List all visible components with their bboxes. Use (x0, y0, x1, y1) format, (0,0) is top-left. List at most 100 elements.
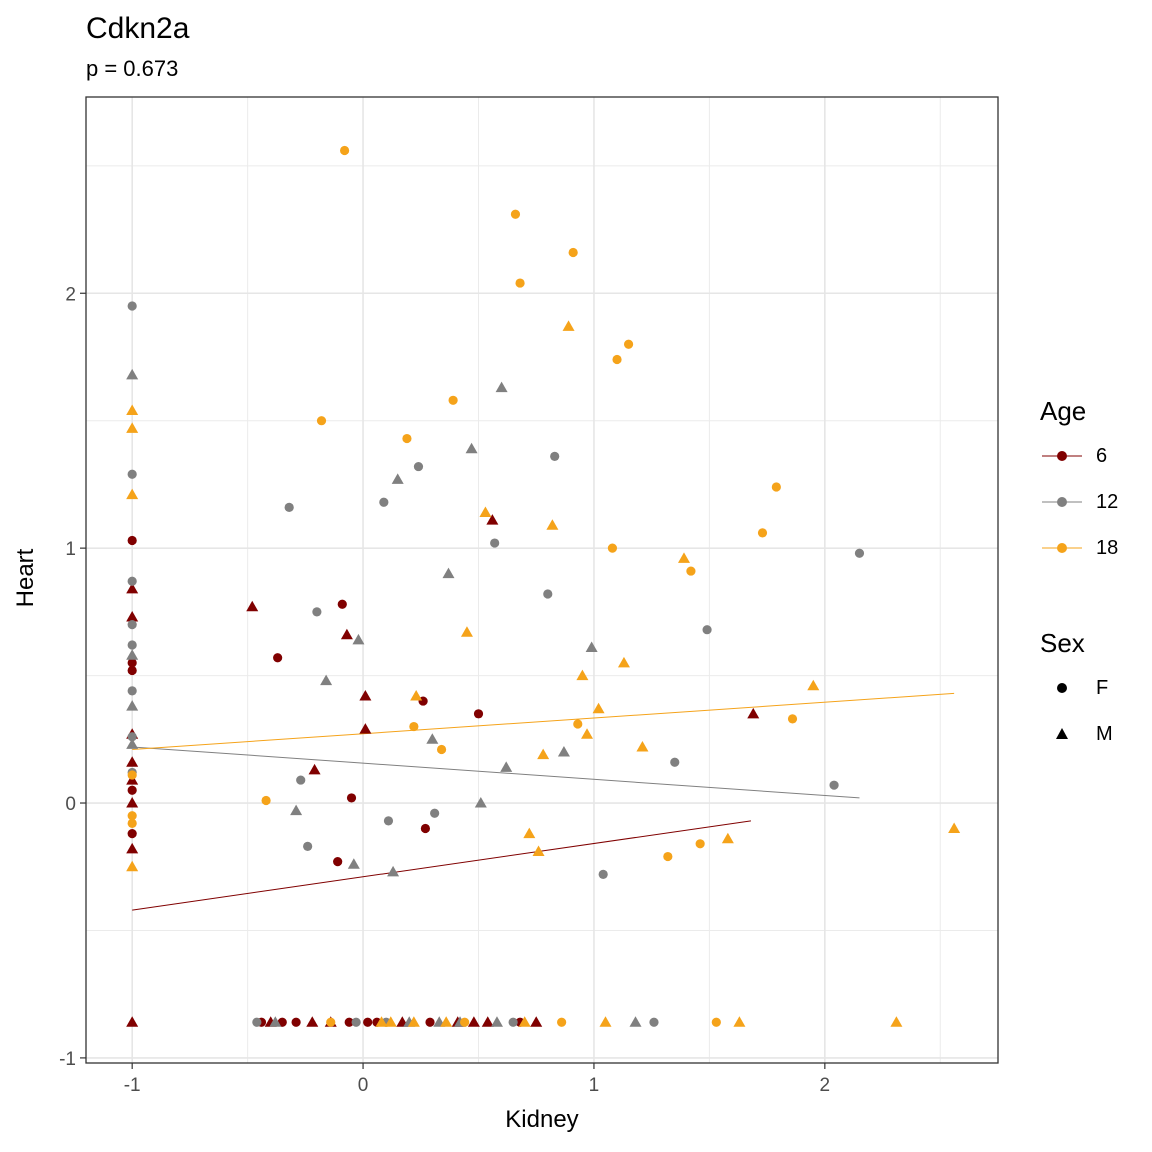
point-age-18-male (460, 626, 473, 637)
point-age-12-female (829, 780, 839, 790)
point-age-18-male (721, 832, 734, 844)
legend-label-sex-m: M (1096, 722, 1113, 745)
point-age-6-female (363, 1017, 373, 1027)
point-age-18-female (339, 145, 350, 156)
point-age-6-male (126, 797, 139, 808)
point-age-12-female (127, 620, 137, 630)
point-age-6-female (344, 1017, 354, 1027)
age-legend-title: Age (1040, 396, 1087, 426)
point-age-18-female (316, 416, 327, 426)
plot-panel (86, 97, 998, 1063)
point-age-18-female (127, 818, 137, 829)
x-tick-label: 2 (820, 1075, 831, 1096)
point-age-18-female (686, 566, 696, 576)
x-tick-label: 1 (589, 1075, 600, 1096)
trend-line-age-12 (132, 746, 860, 799)
point-age-12-female (252, 1017, 262, 1027)
point-age-18-male (733, 1016, 746, 1027)
point-age-18-male (126, 404, 139, 416)
x-axis-title: Kidney (505, 1106, 579, 1133)
y-tick-label: 0 (65, 794, 76, 815)
point-age-12-male (585, 641, 598, 653)
point-age-12-male (126, 368, 139, 380)
point-age-18-female (127, 770, 137, 780)
point-age-18-female (711, 1017, 721, 1027)
point-age-18-female (557, 1017, 567, 1027)
point-age-12-male (442, 567, 455, 579)
point-age-6-female (346, 793, 357, 803)
point-age-12-female (598, 869, 608, 879)
trend-line-age-18 (132, 692, 955, 750)
point-age-18-male (440, 1016, 453, 1027)
point-age-6-female (127, 665, 137, 676)
point-age-18-male (126, 488, 139, 500)
point-age-12-female (430, 808, 440, 818)
legend-item-sex-f: F (1040, 665, 1113, 711)
point-age-6-female (333, 857, 343, 867)
legend-key-sex-f (1057, 683, 1067, 693)
point-age-6-female (337, 599, 347, 609)
sex-legend-title: Sex (1040, 628, 1085, 658)
point-age-6-male (359, 723, 372, 734)
point-age-18-female (261, 795, 271, 806)
y-axis-title: Heart (12, 548, 39, 608)
point-age-12-female (127, 732, 137, 742)
point-age-12-female (127, 686, 137, 696)
point-age-18-male (384, 1016, 397, 1027)
trend-line-age-6 (132, 820, 752, 911)
point-age-6-female (425, 1017, 435, 1027)
point-age-6-male (126, 582, 139, 594)
point-age-12-male (126, 700, 139, 711)
point-age-12-female (312, 607, 322, 617)
point-age-18-male (592, 702, 605, 714)
point-age-6-male (126, 610, 139, 622)
point-age-18-female (409, 721, 419, 732)
point-age-6-male (126, 842, 139, 854)
legend-key-age-6 (1042, 451, 1082, 461)
point-age-18-male (410, 689, 423, 701)
point-age-18-female (326, 1017, 336, 1027)
point-age-18-male (546, 519, 559, 530)
point-age-12-female (490, 538, 500, 548)
point-age-12-male (320, 674, 333, 686)
point-age-12-male (557, 746, 570, 757)
sex-legend: Sex F M (1040, 628, 1113, 757)
point-age-18-male (126, 422, 139, 433)
point-age-6-male (486, 514, 499, 525)
point-age-18-female (695, 839, 705, 849)
point-age-12-male (500, 761, 513, 772)
y-tick-label: 2 (65, 284, 76, 305)
point-age-12-male (126, 738, 139, 749)
y-tick-label: -1 (59, 1049, 76, 1070)
legend-item-age-6: 6 (1040, 433, 1118, 479)
point-age-12-male (290, 804, 303, 816)
age-legend: Age 6 12 18 (1040, 396, 1118, 571)
legend-key-age-12 (1042, 497, 1082, 507)
point-age-12-female (413, 461, 424, 472)
point-age-18-female (623, 339, 634, 349)
point-age-18-female (402, 433, 412, 444)
point-age-18-male (407, 1016, 420, 1027)
point-age-18-female (787, 714, 798, 724)
point-age-12-female (296, 775, 306, 785)
point-age-12-female (303, 841, 313, 851)
point-age-18-female (510, 209, 521, 219)
point-age-18-male (576, 669, 589, 681)
legend-label-age-18: 18 (1096, 536, 1119, 559)
point-age-12-male (352, 633, 365, 645)
point-age-6-male (481, 1016, 494, 1027)
point-age-12-male (490, 1016, 503, 1027)
point-age-12-female (127, 576, 137, 586)
point-age-18-female (515, 278, 525, 288)
legend-key-age-18 (1042, 543, 1082, 553)
plot-border (85, 96, 999, 1064)
point-age-18-male (599, 1016, 612, 1027)
point-age-12-female (127, 469, 137, 479)
point-age-6-male (530, 1016, 543, 1027)
point-age-12-male (474, 797, 487, 808)
point-age-18-male (523, 827, 536, 839)
point-age-18-female (612, 354, 622, 365)
chart-subtitle: p = 0.673 (86, 56, 179, 81)
legend-label-age-6: 6 (1096, 444, 1108, 467)
point-age-12-female (127, 640, 137, 650)
